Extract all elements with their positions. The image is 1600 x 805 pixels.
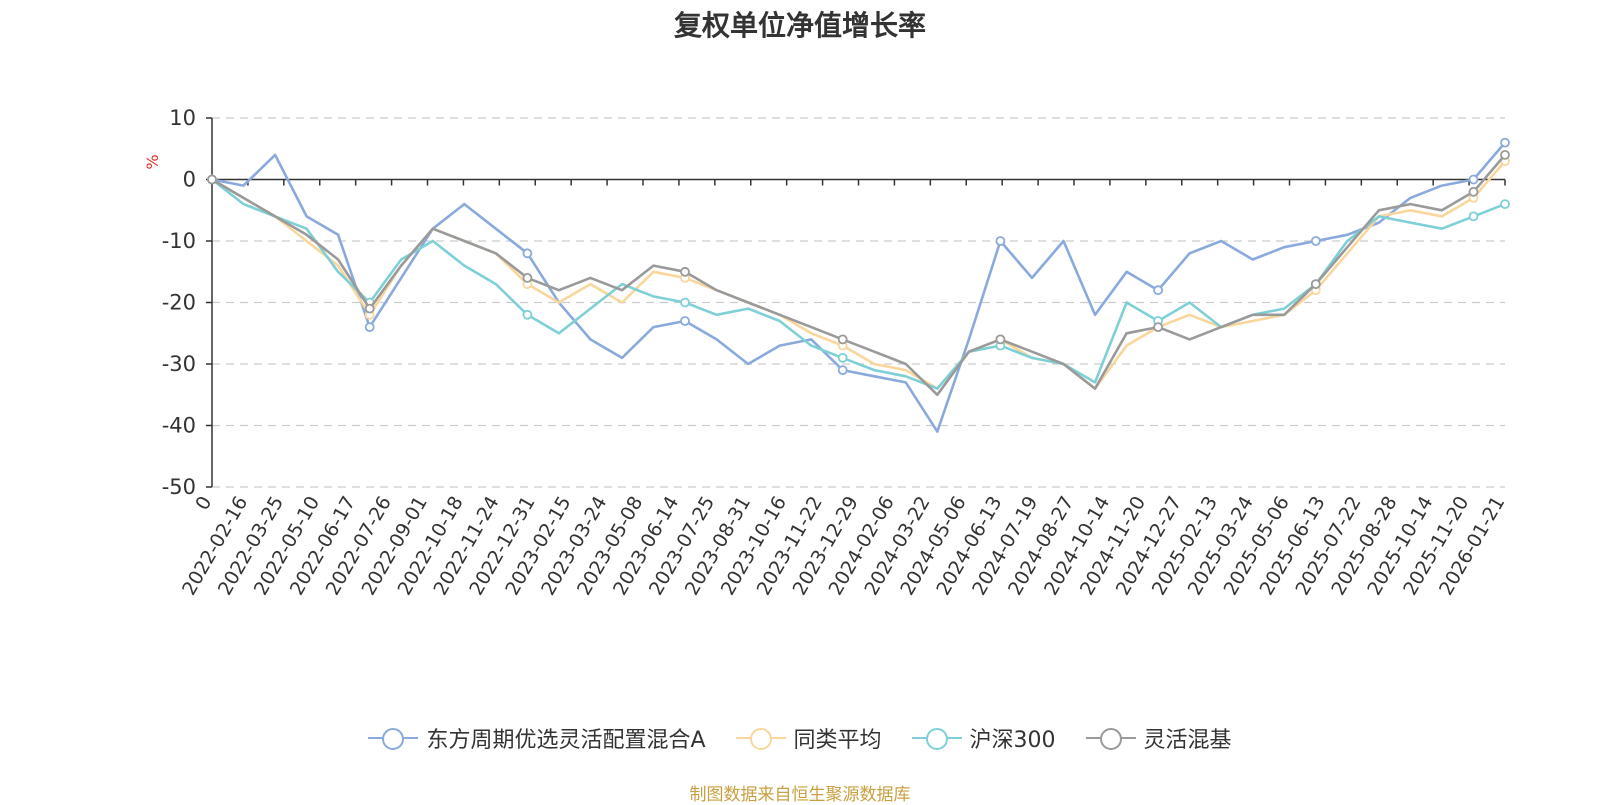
data-point [1500, 137, 1510, 148]
legend-item[interactable]: 东方周期优选灵活配置混合A [368, 722, 706, 754]
y-tick-label: -20 [162, 291, 196, 315]
y-axis-label: % [143, 154, 162, 169]
legend-marker-icon [1085, 728, 1136, 750]
data-point [995, 236, 1006, 246]
grid-lines [212, 117, 1505, 488]
line-chart: 100-10-20-30-40-5002022-02-162022-03-252… [143, 106, 1510, 599]
series-line [211, 154, 1506, 397]
legend-item[interactable]: 沪深300 [911, 722, 1056, 754]
y-tick-label: -30 [162, 352, 196, 376]
legend-item[interactable]: 同类平均 [735, 722, 882, 754]
axes: 100-10-20-30-40-5002022-02-162022-03-252… [162, 106, 1510, 599]
legend-label: 灵活混基 [1143, 728, 1232, 753]
series-line [211, 178, 1506, 390]
data-point [837, 352, 848, 363]
data-point [837, 365, 848, 376]
data-point [207, 174, 217, 185]
y-tick-label: -40 [162, 414, 196, 438]
data-point [364, 303, 375, 314]
legend-item[interactable]: 灵活混基 [1085, 722, 1232, 754]
chart-title: 复权单位净值增长率 [673, 9, 926, 42]
data-point [1468, 211, 1479, 222]
series-line [211, 160, 1506, 390]
data-point [995, 334, 1006, 345]
data-point [1468, 174, 1479, 185]
data-point [1500, 199, 1510, 210]
data-point [522, 309, 533, 320]
y-tick-label: 10 [169, 106, 196, 130]
data-point [1310, 236, 1321, 246]
data-point [1153, 285, 1163, 296]
data-point [1500, 149, 1510, 160]
legend-label: 沪深300 [969, 728, 1056, 753]
source-note: 制图数据来自恒生聚源数据库 [689, 785, 911, 805]
legend-marker-icon [735, 728, 786, 750]
data-point [680, 297, 690, 308]
data-point [680, 266, 690, 277]
data-point [837, 334, 848, 345]
series-line [211, 141, 1506, 433]
data-point [1468, 186, 1479, 197]
legend: 东方周期优选灵活配置混合A 同类平均 沪深300 灵活混基 [0, 722, 1600, 754]
data-point [1153, 322, 1163, 333]
legend-label: 同类平均 [793, 728, 882, 753]
legend-marker-icon [368, 728, 419, 750]
legend-label: 东方周期优选灵活配置混合A [426, 728, 706, 753]
data-point [680, 316, 690, 326]
data-point [364, 322, 375, 333]
y-tick-label: 0 [183, 168, 196, 192]
y-tick-label: -10 [162, 229, 196, 253]
data-point [1310, 279, 1321, 290]
series-layer [207, 137, 1510, 433]
data-point [522, 248, 533, 259]
y-tick-label: -50 [162, 475, 196, 499]
data-point [522, 272, 533, 283]
legend-marker-icon [911, 728, 962, 750]
x-tick-label: 0 [191, 493, 216, 514]
